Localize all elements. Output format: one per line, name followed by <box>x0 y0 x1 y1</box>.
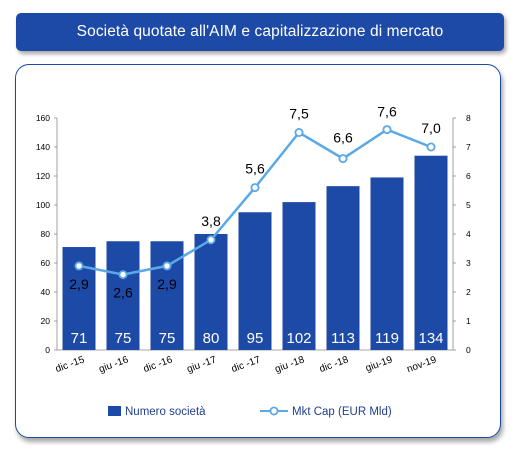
legend-bar-label: Numero società <box>125 406 206 418</box>
chart-title-banner: Società quotate all'AIM e capitalizzazio… <box>16 13 504 51</box>
mkt-cap-point <box>338 154 348 164</box>
x-tick-label: giu -18 <box>274 354 307 375</box>
y-right-tick-label: 0 <box>466 345 471 355</box>
bar <box>282 202 316 350</box>
bar-data-label: 75 <box>159 330 176 347</box>
y-left-tick-label: 100 <box>36 200 50 210</box>
bar <box>414 155 448 350</box>
mkt-cap-point <box>118 270 128 280</box>
y-left-tick-label: 120 <box>36 171 50 181</box>
x-tick-label: giu -16 <box>98 354 131 375</box>
bar-data-label: 80 <box>203 330 220 347</box>
bar <box>194 234 228 350</box>
y-right-tick-label: 1 <box>466 316 471 326</box>
mkt-cap-point <box>250 183 260 193</box>
bar-data-label: 113 <box>331 330 355 347</box>
bar <box>326 186 360 350</box>
mkt-cap-data-label: 3,8 <box>201 213 221 229</box>
mkt-cap-point <box>162 261 172 271</box>
y-right-tick-label: 4 <box>466 229 471 239</box>
bar <box>106 241 140 350</box>
mkt-cap-point <box>426 142 436 152</box>
y-right-tick-label: 6 <box>466 171 471 181</box>
mkt-cap-data-label: 2,9 <box>69 276 89 292</box>
y-right-tick-label: 7 <box>466 142 471 152</box>
y-left-tick-label: 80 <box>41 229 51 239</box>
chart-title: Società quotate all'AIM e capitalizzazio… <box>76 23 444 40</box>
legend-line-marker <box>269 406 279 416</box>
bar-data-label: 75 <box>115 330 132 347</box>
y-left-tick-label: 160 <box>36 113 50 123</box>
mkt-cap-data-label: 5,6 <box>245 161 265 177</box>
y-left-tick-label: 140 <box>36 142 50 152</box>
bar-data-label: 71 <box>71 330 88 347</box>
mkt-cap-point <box>382 125 392 135</box>
y-right-tick-label: 2 <box>466 287 471 297</box>
legend-bar-swatch <box>108 406 121 416</box>
x-tick-label: dic -17 <box>230 354 262 375</box>
y-left-tick-label: 40 <box>41 287 51 297</box>
mkt-cap-data-label: 2,9 <box>157 276 177 292</box>
mkt-cap-data-label: 7,0 <box>421 120 441 136</box>
bar-data-label: 119 <box>375 330 399 347</box>
mkt-cap-data-label: 7,5 <box>289 106 309 122</box>
y-right-tick-label: 5 <box>466 200 471 210</box>
mkt-cap-data-label: 7,6 <box>377 104 397 120</box>
y-left-tick-label: 0 <box>45 345 50 355</box>
bar-data-label: 95 <box>247 330 264 347</box>
legend-line-label: Mkt Cap (EUR Mld) <box>292 406 392 418</box>
x-tick-label: giu-19 <box>364 354 394 374</box>
y-left-tick-label: 20 <box>41 316 51 326</box>
y-right-tick-label: 8 <box>466 113 471 123</box>
bar <box>238 212 272 350</box>
mkt-cap-point <box>74 261 84 271</box>
x-tick-label: dic -16 <box>142 354 174 375</box>
mkt-cap-point <box>294 127 304 137</box>
x-tick-label: nov-19 <box>406 354 439 375</box>
x-tick-label: giu -17 <box>186 354 219 375</box>
y-left-tick-label: 60 <box>41 258 51 268</box>
mkt-cap-data-label: 6,6 <box>333 130 353 146</box>
x-tick-label: dic -15 <box>54 354 86 375</box>
bar-data-label: 134 <box>418 330 443 347</box>
x-tick-label: dic -18 <box>318 354 350 375</box>
bar <box>370 177 404 350</box>
mkt-cap-data-label: 2,6 <box>113 285 133 301</box>
mkt-cap-point <box>206 235 216 245</box>
y-right-tick-label: 3 <box>466 258 471 268</box>
bar-data-label: 102 <box>286 330 311 347</box>
